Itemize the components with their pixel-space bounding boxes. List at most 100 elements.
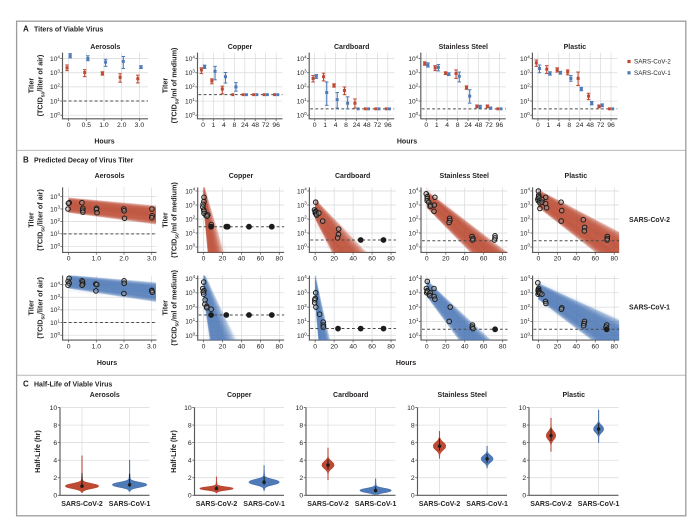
svg-text:2.0: 2.0 <box>117 122 127 129</box>
svg-text:Copper: Copper <box>228 44 253 51</box>
svg-text:102: 102 <box>297 83 307 92</box>
svg-text:102: 102 <box>520 215 530 224</box>
svg-text:40: 40 <box>349 256 357 263</box>
svg-text:SARS-CoV-1: SARS-CoV-1 <box>355 501 397 508</box>
svg-text:4: 4 <box>222 122 226 129</box>
svg-text:80: 80 <box>610 343 618 350</box>
svg-text:4: 4 <box>188 457 192 464</box>
svg-text:(TCID50/liter of air): (TCID50/liter of air) <box>36 54 47 116</box>
svg-text:80: 80 <box>499 343 507 350</box>
svg-text:Predicted Decay of Virus Titer: Predicted Decay of Virus Titer <box>34 157 134 164</box>
svg-text:1: 1 <box>212 122 216 129</box>
svg-text:Cardboard: Cardboard <box>335 173 370 180</box>
svg-text:104: 104 <box>185 274 195 283</box>
svg-text:102: 102 <box>297 303 307 312</box>
svg-text:Plastic: Plastic <box>564 44 587 51</box>
svg-text:1.0: 1.0 <box>92 256 102 263</box>
svg-text:103: 103 <box>185 289 195 298</box>
svg-text:20: 20 <box>219 343 227 350</box>
svg-text:0: 0 <box>67 256 71 263</box>
svg-text:20: 20 <box>554 256 562 263</box>
svg-text:Aerosols: Aerosols <box>90 44 120 51</box>
svg-text:SARS-CoV-2: SARS-CoV-2 <box>61 501 103 508</box>
svg-text:104: 104 <box>520 187 530 196</box>
svg-text:Hours: Hours <box>396 360 416 367</box>
svg-text:40: 40 <box>238 256 246 263</box>
svg-text:101: 101 <box>185 97 195 106</box>
svg-text:10: 10 <box>296 405 304 412</box>
svg-text:60: 60 <box>591 343 599 350</box>
svg-text:2.0: 2.0 <box>119 256 129 263</box>
svg-text:100: 100 <box>185 111 195 120</box>
svg-text:10: 10 <box>407 405 415 412</box>
svg-text:Half-Life (hr): Half-Life (hr) <box>33 430 42 473</box>
svg-text:104: 104 <box>297 274 307 283</box>
svg-text:60: 60 <box>257 343 265 350</box>
svg-text:SARS-CoV-1: SARS-CoV-1 <box>634 70 671 77</box>
svg-text:60: 60 <box>480 343 488 350</box>
svg-text:(TCID50/liter of air): (TCID50/liter of air) <box>36 276 47 338</box>
svg-text:Cardboard: Cardboard <box>333 392 368 399</box>
svg-text:8: 8 <box>232 122 236 129</box>
svg-text:102: 102 <box>409 303 419 312</box>
svg-text:60: 60 <box>591 256 599 263</box>
svg-text:100: 100 <box>50 111 60 120</box>
svg-text:103: 103 <box>297 68 307 77</box>
svg-text:4: 4 <box>411 457 415 464</box>
svg-text:3.0: 3.0 <box>135 122 145 129</box>
svg-text:Copper: Copper <box>229 173 254 180</box>
svg-text:1.0: 1.0 <box>99 122 109 129</box>
svg-text:102: 102 <box>409 215 419 224</box>
svg-text:104: 104 <box>520 274 530 283</box>
svg-text:Half-Life (hr): Half-Life (hr) <box>169 430 178 473</box>
svg-text:101: 101 <box>297 229 307 238</box>
svg-text:40: 40 <box>461 343 469 350</box>
svg-text:Hours: Hours <box>397 139 417 146</box>
svg-text:(TCID50/ml of medium): (TCID50/ml of medium) <box>170 269 181 345</box>
svg-text:6: 6 <box>522 440 526 447</box>
svg-text:100: 100 <box>50 242 60 251</box>
svg-text:8: 8 <box>344 122 348 129</box>
svg-text:0: 0 <box>425 343 429 350</box>
svg-text:A: A <box>23 25 29 34</box>
svg-text:100: 100 <box>409 331 419 340</box>
svg-text:Hours: Hours <box>97 360 117 367</box>
svg-text:20: 20 <box>219 256 227 263</box>
svg-text:104: 104 <box>408 54 418 63</box>
svg-text:0: 0 <box>425 256 429 263</box>
svg-text:100: 100 <box>50 331 60 340</box>
svg-text:80: 80 <box>276 343 284 350</box>
svg-text:100: 100 <box>297 243 307 252</box>
svg-text:Stainless Steel: Stainless Steel <box>440 173 489 180</box>
svg-text:Titer: Titer <box>161 78 170 94</box>
svg-text:Stainless Steel: Stainless Steel <box>439 44 488 51</box>
svg-text:48: 48 <box>363 122 371 129</box>
svg-text:24: 24 <box>576 122 584 129</box>
svg-text:48: 48 <box>251 122 259 129</box>
svg-text:SARS-CoV-1: SARS-CoV-1 <box>109 501 151 508</box>
svg-text:102: 102 <box>408 83 418 92</box>
svg-text:103: 103 <box>520 68 530 77</box>
svg-text:Aerosols: Aerosols <box>90 392 120 399</box>
svg-text:4: 4 <box>299 457 303 464</box>
svg-text:20: 20 <box>442 343 450 350</box>
svg-text:103: 103 <box>50 205 60 214</box>
svg-text:(TCID50/ml of medium): (TCID50/ml of medium) <box>170 182 181 258</box>
svg-text:0: 0 <box>522 493 526 500</box>
svg-text:0: 0 <box>202 343 206 350</box>
svg-text:10: 10 <box>50 405 58 412</box>
svg-text:40: 40 <box>238 343 246 350</box>
svg-text:6: 6 <box>53 440 57 447</box>
svg-text:101: 101 <box>185 229 195 238</box>
svg-text:104: 104 <box>50 280 60 289</box>
svg-text:100: 100 <box>520 331 530 340</box>
svg-text:2: 2 <box>53 475 57 482</box>
svg-text:1: 1 <box>546 122 550 129</box>
svg-text:100: 100 <box>408 111 418 120</box>
svg-text:96: 96 <box>496 122 504 129</box>
svg-text:80: 80 <box>276 256 284 263</box>
svg-text:4: 4 <box>53 457 57 464</box>
svg-text:Aerosols: Aerosols <box>95 173 125 180</box>
svg-text:Titer: Titer <box>27 300 36 316</box>
svg-text:101: 101 <box>50 230 60 239</box>
